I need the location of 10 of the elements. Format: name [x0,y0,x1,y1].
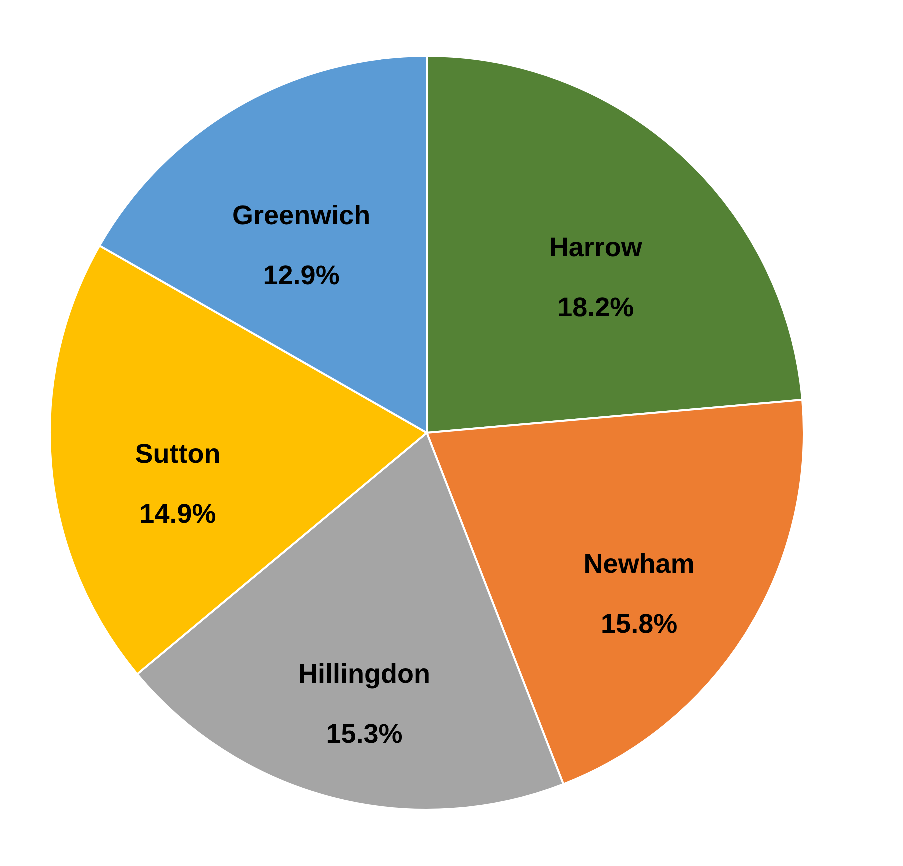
slice-label: Harrow [549,232,644,263]
data-label: 15.3% [326,719,403,750]
slice-label: Greenwich [232,200,371,231]
slice-label: Sutton [135,438,221,469]
data-label: 12.9% [263,260,340,291]
data-label: 15.8% [601,608,678,639]
slice-label: Hillingdon [298,659,430,690]
data-label: 14.9% [140,498,216,529]
data-label: 18.2% [558,292,634,323]
slice-label: Newham [584,548,695,579]
